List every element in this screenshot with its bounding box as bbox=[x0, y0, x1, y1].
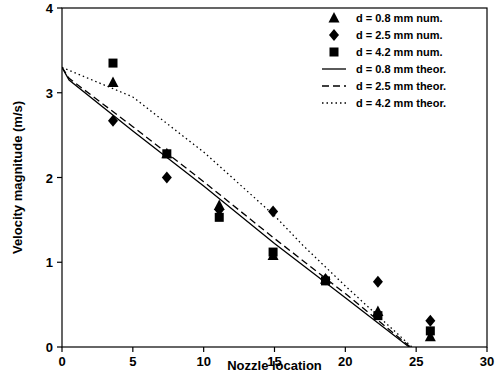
legend-label: d = 4.2 mm theor. bbox=[356, 97, 446, 109]
legend-label: d = 0.8 mm num. bbox=[356, 12, 443, 24]
y-tick-label: 4 bbox=[46, 1, 54, 16]
x-tick-label: 0 bbox=[58, 354, 65, 369]
x-tick-label: 10 bbox=[196, 354, 210, 369]
legend-swatch bbox=[329, 12, 340, 23]
y-tick bbox=[57, 92, 62, 93]
y-axis-label: Velocity magnitude (m/s) bbox=[10, 101, 25, 254]
x-tick bbox=[61, 347, 62, 352]
theory-line bbox=[62, 67, 412, 347]
legend-swatch bbox=[322, 102, 346, 103]
x-tick-label: 30 bbox=[480, 354, 494, 369]
data-point bbox=[373, 276, 383, 288]
y-tick-label: 2 bbox=[46, 171, 53, 186]
legend-swatch bbox=[329, 29, 339, 41]
x-axis-label: Nozzle location bbox=[227, 358, 322, 373]
legend: d = 0.8 mm num. d = 2.5 mm num. d = 4.2 mm… bbox=[322, 12, 446, 109]
x-tick bbox=[345, 347, 346, 352]
theory-line bbox=[62, 67, 411, 347]
y-tick bbox=[57, 177, 62, 178]
y-tick bbox=[57, 262, 62, 263]
legend-label: d = 0.8 mm theor. bbox=[356, 63, 446, 75]
legend-swatch bbox=[322, 85, 346, 86]
y-tick-label: 3 bbox=[46, 86, 53, 101]
x-tick-label: 20 bbox=[338, 354, 352, 369]
data-point bbox=[425, 315, 435, 327]
data-point bbox=[108, 77, 119, 88]
y-tick-label: 0 bbox=[46, 340, 53, 355]
data-point bbox=[109, 59, 118, 68]
x-tick bbox=[274, 347, 275, 352]
data-point bbox=[108, 115, 118, 127]
x-tick-label: 25 bbox=[409, 354, 423, 369]
x-tick bbox=[203, 347, 204, 352]
data-point bbox=[268, 205, 278, 217]
legend-swatch bbox=[322, 68, 346, 69]
data-point bbox=[269, 248, 278, 257]
x-tick bbox=[486, 347, 487, 352]
x-tick bbox=[416, 347, 417, 352]
legend-swatch bbox=[330, 48, 339, 57]
legend-label: d = 4.2 mm num. bbox=[356, 46, 443, 58]
legend-label: d = 2.5 mm theor. bbox=[356, 80, 446, 92]
chart: 05101520253001234Nozzle locationVelocity… bbox=[0, 0, 500, 375]
data-point bbox=[426, 326, 435, 335]
x-tick bbox=[132, 347, 133, 352]
y-tick-label: 1 bbox=[46, 255, 53, 270]
plot-frame bbox=[62, 8, 487, 347]
x-tick-label: 5 bbox=[129, 354, 136, 369]
data-point bbox=[215, 213, 224, 222]
data-point bbox=[162, 172, 172, 184]
y-tick bbox=[57, 346, 62, 347]
legend-label: d = 2.5 mm num. bbox=[356, 29, 443, 41]
y-tick bbox=[57, 7, 62, 8]
